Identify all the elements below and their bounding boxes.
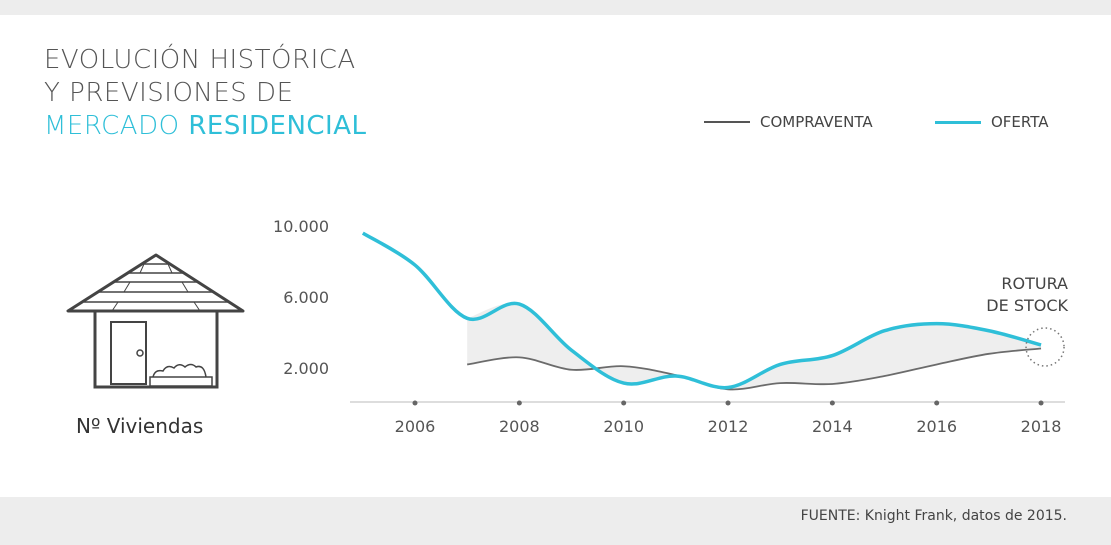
x-tick-label: 2008 [499, 417, 540, 436]
title-line-2: Y PREVISIONES DE [44, 78, 294, 108]
legend-label: OFERTA [991, 113, 1049, 131]
title-line-3: MERCADO RESIDENCIAL [44, 110, 366, 143]
legend-swatch [704, 121, 750, 123]
legend-compraventa: COMPRAVENTA [704, 113, 873, 131]
y-tick-label: 10.000 [273, 217, 329, 236]
house-icon [66, 253, 245, 389]
x-tick-dot [1038, 400, 1044, 406]
area-between [467, 303, 1042, 390]
series-line-compraventa [467, 347, 1042, 391]
x-tick-dot [725, 400, 731, 406]
x-tick-label: 2010 [603, 417, 644, 436]
x-tick-dot [516, 400, 522, 406]
x-tick-label: 2018 [1021, 417, 1062, 436]
x-tick-label: 2014 [812, 417, 853, 436]
x-tick-label: 2006 [395, 417, 436, 436]
y-tick-label: 2.000 [283, 359, 329, 378]
annotation-line-2: DE STOCK [986, 296, 1068, 315]
x-tick-dot [412, 400, 418, 406]
icon-label: Nº Viviendas [76, 414, 204, 438]
source-note: FUENTE: Knight Frank, datos de 2015. [800, 508, 1067, 524]
stock-break-marker [1025, 327, 1065, 367]
series-line-oferta [361, 231, 1042, 390]
page-title: EVOLUCIÓN HISTÓRICA Y PREVISIONES DE MER… [44, 44, 366, 143]
title-line-1: EVOLUCIÓN HISTÓRICA [44, 45, 356, 75]
legend-oferta: OFERTA [935, 113, 1049, 131]
x-tick-dot [934, 400, 940, 406]
title-bold: RESIDENCIAL [188, 111, 367, 141]
x-tick-label: 2012 [708, 417, 749, 436]
x-tick-dot [829, 400, 835, 406]
y-tick-label: 6.000 [283, 288, 329, 307]
legend-swatch [935, 120, 981, 124]
x-tick-dot [621, 400, 627, 406]
header-band [0, 0, 1111, 15]
legend-label: COMPRAVENTA [760, 113, 873, 131]
x-tick-label: 2016 [916, 417, 957, 436]
footer-band [0, 497, 1111, 545]
title-normal: MERCADO [44, 111, 180, 141]
annotation-line-1: ROTURA [1001, 274, 1068, 293]
